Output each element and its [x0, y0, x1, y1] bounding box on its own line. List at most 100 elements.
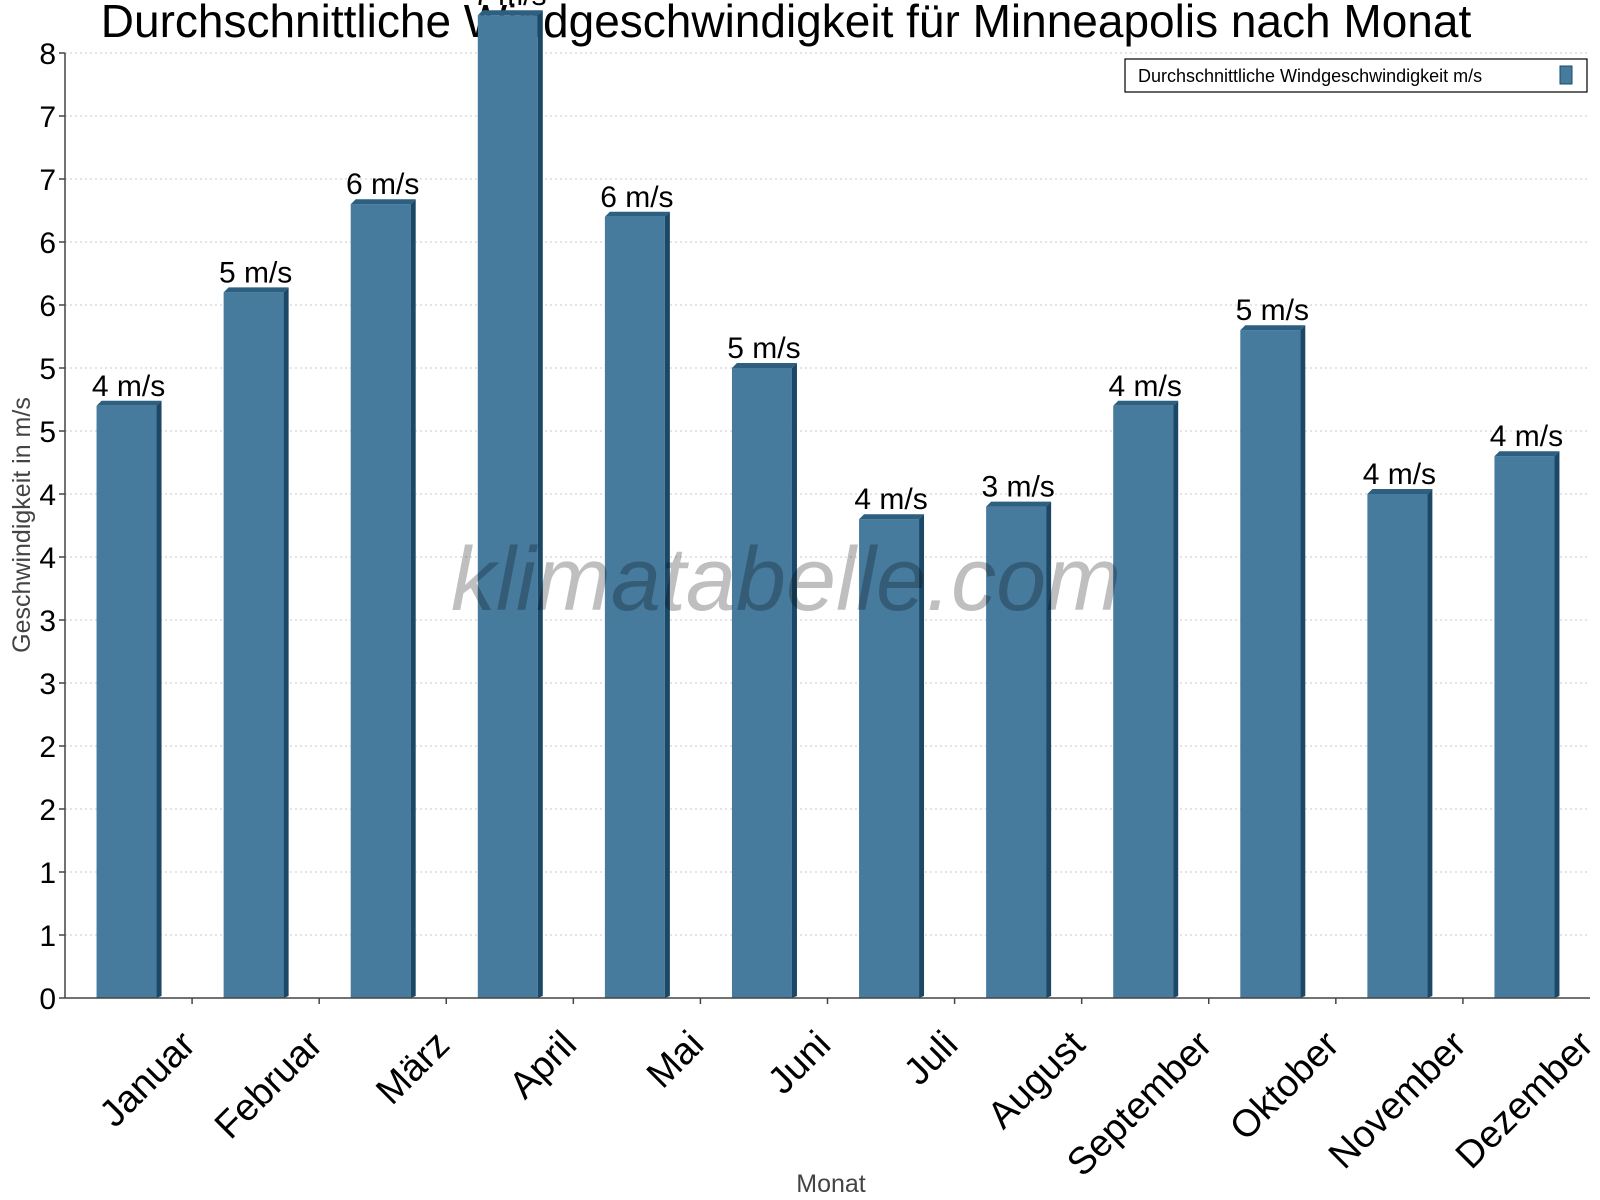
bar-side: [410, 199, 416, 998]
y-tick-label: 1: [39, 920, 56, 953]
legend: Durchschnittliche Windgeschwindigkeit m/…: [1124, 58, 1588, 93]
bar-side: [537, 10, 543, 998]
bar-front: [1494, 456, 1555, 998]
legend-box: [1124, 58, 1588, 93]
bar-side: [156, 400, 162, 998]
bar-5: [604, 211, 670, 999]
bar-7: [859, 514, 925, 998]
bar-4: [477, 10, 543, 998]
bars: [96, 10, 1560, 999]
y-tick-label: 5: [39, 353, 56, 386]
bar-side: [1427, 489, 1433, 998]
y-tick-label: 4: [39, 479, 56, 512]
data-label: 5 m/s: [727, 332, 800, 365]
data-label: 5 m/s: [1236, 294, 1309, 327]
bar-top: [223, 287, 289, 293]
bar-11: [1367, 489, 1433, 998]
bar-side: [1300, 325, 1306, 998]
grid-lines: [65, 52, 1590, 936]
y-tick-label: 7: [39, 164, 56, 197]
y-tick-label: 0: [39, 983, 56, 1016]
chart-title: Durchschnittliche Windgeschwindigkeit fü…: [101, 0, 1472, 47]
bar-side: [1554, 451, 1560, 998]
bar-top: [477, 10, 543, 16]
bar-top: [350, 199, 416, 205]
bar-front: [859, 519, 920, 998]
bar-2: [223, 287, 289, 998]
data-label: 3 m/s: [981, 471, 1054, 504]
bar-1: [96, 400, 162, 998]
data-label: 6 m/s: [600, 181, 673, 214]
data-label: 4 m/s: [1109, 370, 1182, 403]
x-tick-label: Oktober: [1222, 1023, 1348, 1149]
bar-side: [1173, 400, 1179, 998]
y-tick-label: 4: [39, 542, 56, 575]
y-tick-label: 5: [39, 416, 56, 449]
bar-side: [919, 514, 925, 998]
bar-top: [1494, 451, 1560, 457]
bar-front: [986, 506, 1047, 998]
bar-front: [350, 204, 411, 998]
bar-10: [1240, 325, 1306, 998]
y-tick-label: 3: [39, 605, 56, 638]
axes: [64, 53, 1590, 999]
bar-12: [1494, 451, 1560, 998]
y-tick-label: 2: [39, 731, 56, 764]
x-tick-label: November: [1321, 1023, 1475, 1177]
bar-9: [1113, 400, 1179, 998]
bar-front: [731, 368, 792, 998]
data-label: 6 m/s: [346, 168, 419, 201]
y-tick-label: 6: [39, 227, 56, 260]
x-tick-label: Januar: [92, 1023, 204, 1135]
y-axis-label: Geschwindigkeit in m/s: [8, 397, 36, 653]
y-tick-label: 2: [39, 794, 56, 827]
x-axis-ticks: Januar Februar März April Mai Juni Juli AugustS…: [92, 998, 1600, 1185]
y-tick-label: 1: [39, 857, 56, 890]
x-tick-label: Februar: [207, 1023, 331, 1147]
y-tick-label: 3: [39, 668, 56, 701]
bar-8: [986, 501, 1052, 998]
data-label: 4 m/s: [1490, 420, 1563, 453]
y-axis-ticks: 0 1 1 2 2 3 3 4 4 5 5 6 6 7 7 8: [39, 38, 65, 1016]
x-tick-label: Juni: [760, 1023, 839, 1102]
y-tick-label: 6: [39, 290, 56, 323]
x-tick-label: Dezember: [1448, 1023, 1600, 1177]
bar-3: [350, 199, 416, 998]
bar-top: [604, 211, 670, 217]
data-labels: 4 m/s 5 m/s 6 m/s 7 m/s 6 m/s 5 m/s 4 m/s 3 m/s…: [92, 0, 1563, 516]
bar-front: [1367, 494, 1428, 998]
data-label: 4 m/s: [854, 483, 927, 516]
legend-swatch: [1559, 65, 1573, 85]
y-tick-label: 8: [39, 38, 56, 71]
bar-front: [604, 216, 665, 999]
bar-top: [96, 400, 162, 406]
bar-top: [731, 363, 797, 368]
x-tick-label: August: [980, 1023, 1094, 1137]
bar-side: [791, 363, 797, 998]
bar-side: [1046, 501, 1052, 998]
bar-top: [859, 514, 925, 520]
x-tick-label: Mai: [639, 1023, 712, 1096]
data-label: 4 m/s: [1363, 458, 1436, 491]
bar-front: [477, 15, 538, 998]
bar-front: [96, 405, 157, 998]
bar-side: [283, 287, 289, 998]
bar-front: [1240, 330, 1301, 998]
data-label: 5 m/s: [219, 256, 292, 289]
bar-front: [1113, 405, 1174, 998]
bar-top: [1113, 400, 1179, 406]
bar-side: [664, 211, 670, 999]
bar-6: [731, 363, 797, 998]
bar-top: [1240, 325, 1306, 331]
x-axis-label: Monat: [796, 1170, 866, 1198]
x-tick-label: März: [368, 1023, 457, 1112]
bar-top: [986, 501, 1052, 507]
bar-top: [1367, 489, 1433, 494]
watermark-text: klimatabelle.com: [451, 530, 1121, 630]
bar-front: [223, 292, 284, 998]
x-tick-label: April: [502, 1023, 585, 1106]
legend-label: Durchschnittliche Windgeschwindigkeit m/…: [1138, 66, 1482, 86]
data-label: 7 m/s: [473, 0, 546, 12]
data-label: 4 m/s: [92, 370, 165, 403]
